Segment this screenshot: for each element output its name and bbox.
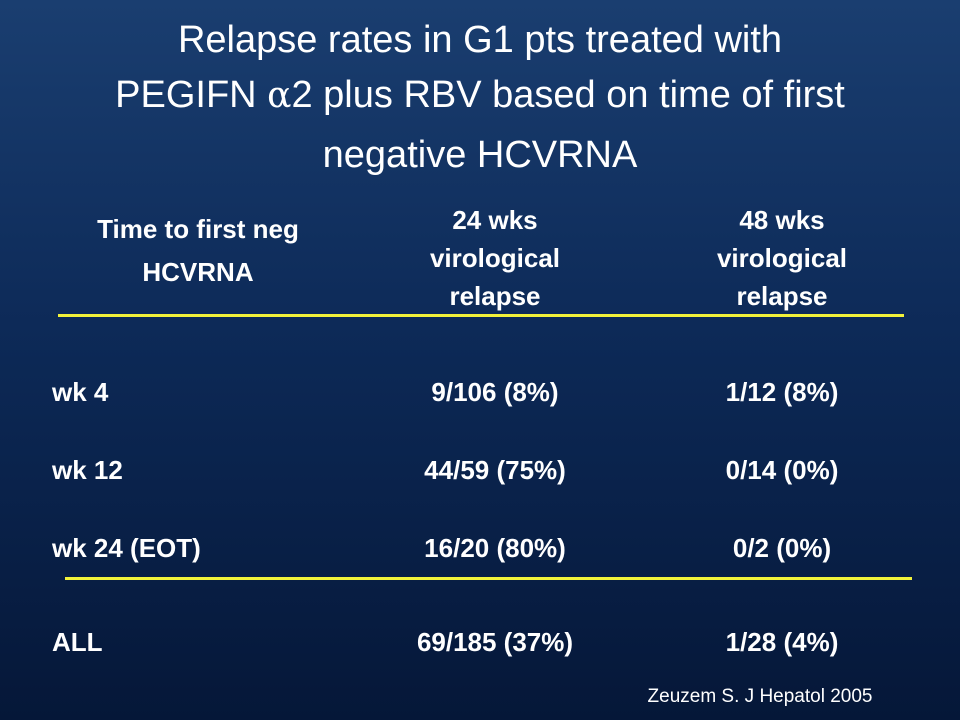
total-divider (65, 577, 912, 580)
title-line-3: negative HCVRNA (322, 134, 638, 176)
header-col1-line1: Time to first neg (97, 214, 299, 244)
total-24wk-value: 69/185 (37%) (416, 627, 574, 657)
row-24wk-value: 9/106 (8%) (431, 377, 559, 407)
header-col1-line2: HCVRNA (142, 257, 254, 287)
title-line-2-pre: PEGIFN (115, 74, 268, 116)
header-col2-line2: virological (429, 243, 561, 273)
header-time-to-first-neg: Time to first neg HCVRNA (58, 203, 338, 289)
row-24wk-value: 44/59 (75%) (424, 455, 566, 485)
row-48wk-value: 1/12 (8%) (725, 377, 839, 407)
source-citation: Zeuzem S. J Hepatol 2005 (647, 686, 873, 707)
header-divider (58, 314, 904, 317)
title-line-2-post: 2 plus RBV based on time of first (291, 74, 845, 116)
row-48wk-value: 0/2 (0%) (732, 533, 832, 563)
row-label: wk 4 (52, 377, 109, 407)
header-col2-line1: 24 wks (452, 205, 538, 235)
row-48wk-value: 0/14 (0%) (725, 455, 839, 485)
total-48wk-value: 1/28 (4%) (725, 627, 839, 657)
header-24-wks: 24 wks virological relapse (385, 201, 605, 315)
header-col3-line3: relapse (736, 281, 828, 311)
alpha-symbol: α (267, 75, 292, 116)
header-col3-line1: 48 wks (739, 205, 825, 235)
title-line-2: PEGIFN α2 plus RBV based on time of firs… (0, 73, 960, 118)
row-label: wk 24 (EOT) (52, 533, 201, 563)
total-label: ALL (52, 627, 103, 657)
header-col3-line2: virological (716, 243, 848, 273)
header-col2-line3: relapse (449, 281, 541, 311)
title-line-1: Relapse rates in G1 pts treated with (177, 19, 783, 61)
row-label: wk 12 (52, 455, 123, 485)
header-48-wks: 48 wks virological relapse (672, 201, 892, 315)
row-24wk-value: 16/20 (80%) (424, 533, 566, 563)
